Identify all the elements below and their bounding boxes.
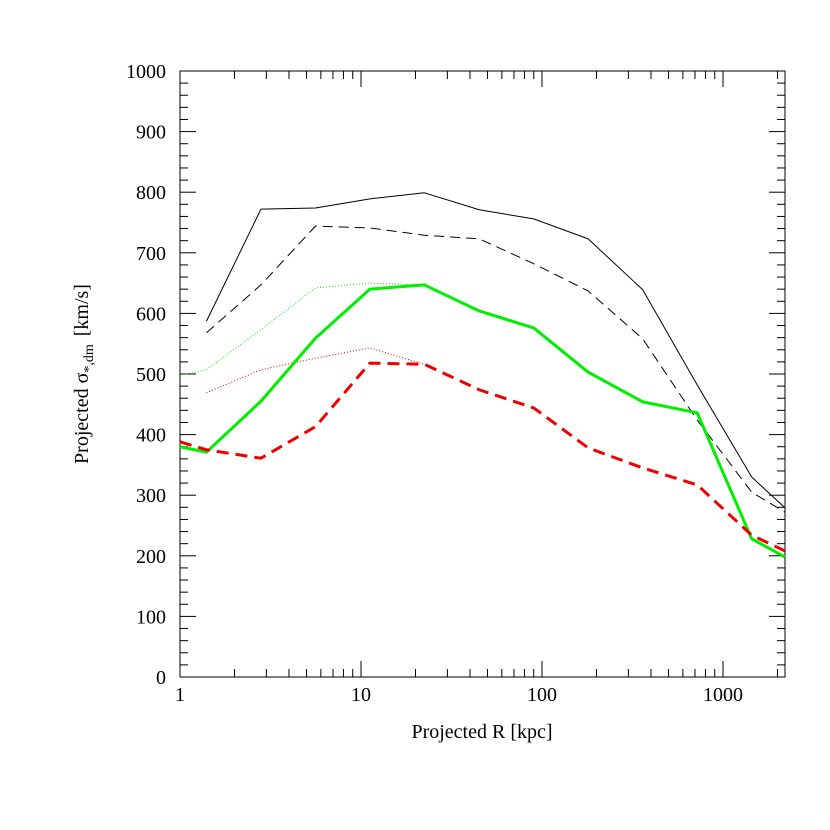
y-tick-label: 600	[136, 303, 166, 325]
y-tick-label: 100	[136, 606, 166, 628]
y-label-unit: [km/s]	[71, 284, 93, 336]
x-tick-label: 10	[351, 684, 371, 706]
x-tick-label: 1000	[703, 684, 743, 706]
y-tick-label: 900	[136, 122, 166, 144]
y-tick-label: 500	[136, 364, 166, 386]
x-tick-label: 100	[527, 684, 557, 706]
series-line	[179, 282, 425, 376]
x-tick-label: 1	[175, 684, 185, 706]
plot-frame	[179, 70, 786, 678]
y-tick-label: 1000	[126, 61, 166, 83]
y-tick-label: 0	[156, 667, 166, 689]
series-line	[179, 361, 786, 553]
y-tick-label: 400	[136, 425, 166, 447]
y-tick-label: 700	[136, 243, 166, 265]
series-line	[206, 225, 786, 513]
y-tick-label: 300	[136, 485, 166, 507]
y-label-sub: *,dm	[82, 344, 97, 373]
series-line	[206, 192, 786, 509]
series-line	[206, 347, 425, 394]
y-tick-label: 200	[136, 546, 166, 568]
x-axis-label: Projected R [kpc]	[411, 721, 552, 743]
series-line	[179, 283, 786, 559]
y-axis-label: Projected σ*,dm [km/s]	[71, 284, 97, 464]
y-label-text: Projected σ	[71, 372, 93, 464]
y-tick-label: 800	[136, 182, 166, 204]
